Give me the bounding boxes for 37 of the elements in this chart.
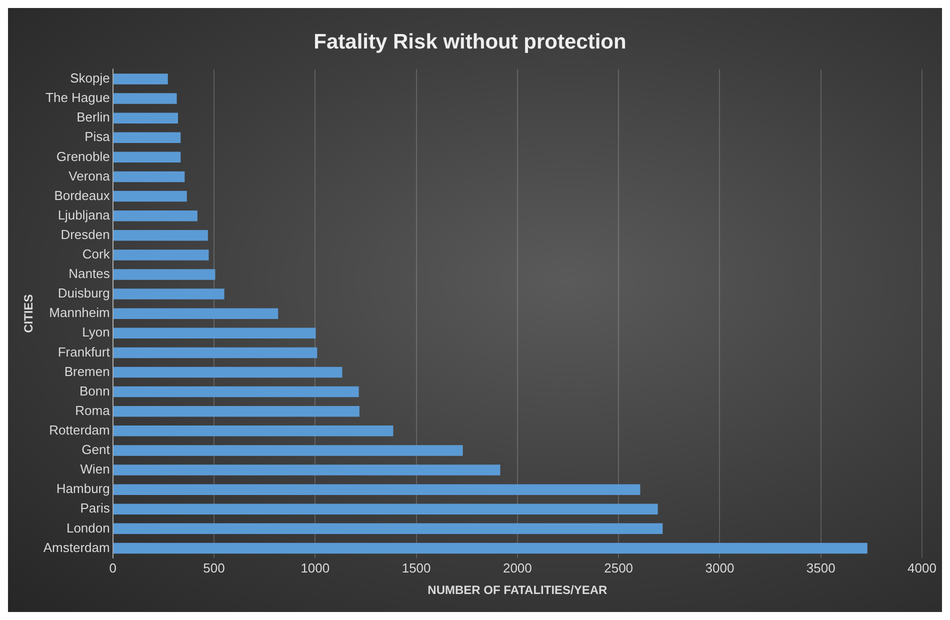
- y-tick-label: Dresden: [60, 226, 110, 242]
- y-tick-label: Ljubljana: [58, 207, 111, 222]
- y-tick-label: Roma: [75, 402, 111, 418]
- x-tick-label: 3500: [806, 560, 836, 576]
- x-tick-label: 1500: [402, 560, 431, 576]
- y-tick-label: Berlin: [76, 110, 110, 125]
- y-tick-label: Skopje: [70, 70, 110, 86]
- y-tick-label: The Hague: [46, 90, 110, 106]
- y-tick-label: Frankfurt: [58, 344, 110, 360]
- x-tick-label: 3000: [705, 560, 734, 576]
- y-tick-label: Bordeaux: [54, 188, 110, 203]
- y-tick-label: Paris: [80, 500, 110, 516]
- x-tick-label: 2000: [502, 560, 532, 576]
- y-tick-label: London: [66, 520, 110, 536]
- y-tick-label: Bremen: [64, 364, 110, 379]
- x-tick-label: 4000: [908, 560, 936, 576]
- y-tick-label: Amsterdam: [43, 540, 110, 555]
- y-tick-label: Nantes: [68, 266, 110, 282]
- x-tick-label: 500: [203, 560, 225, 576]
- x-tick-label: 0: [109, 560, 116, 576]
- y-tick-label: Mannheim: [49, 305, 110, 320]
- y-tick-label: Wien: [80, 462, 110, 477]
- x-axis-title: NUMBER OF FATALITIES/YEAR: [428, 583, 608, 598]
- y-tick-label: Grenoble: [56, 148, 110, 164]
- y-tick-label: Duisburg: [58, 286, 110, 301]
- y-tick-label: Bonn: [79, 383, 110, 398]
- y-tick-label: Lyon: [82, 324, 110, 340]
- x-tick-label: 2500: [604, 560, 634, 576]
- y-tick-label: Verona: [68, 168, 111, 184]
- x-tick-label: 1000: [300, 560, 330, 576]
- chart-title: Fatality Risk without protection: [314, 30, 626, 54]
- y-tick-label: Cork: [82, 246, 110, 262]
- y-tick-label: Rotterdam: [49, 422, 110, 438]
- y-tick-label: Hamburg: [56, 481, 110, 496]
- y-tick-label: Gent: [82, 442, 110, 458]
- y-tick-label: Pisa: [84, 129, 111, 144]
- y-axis-title: CITIES: [22, 294, 36, 333]
